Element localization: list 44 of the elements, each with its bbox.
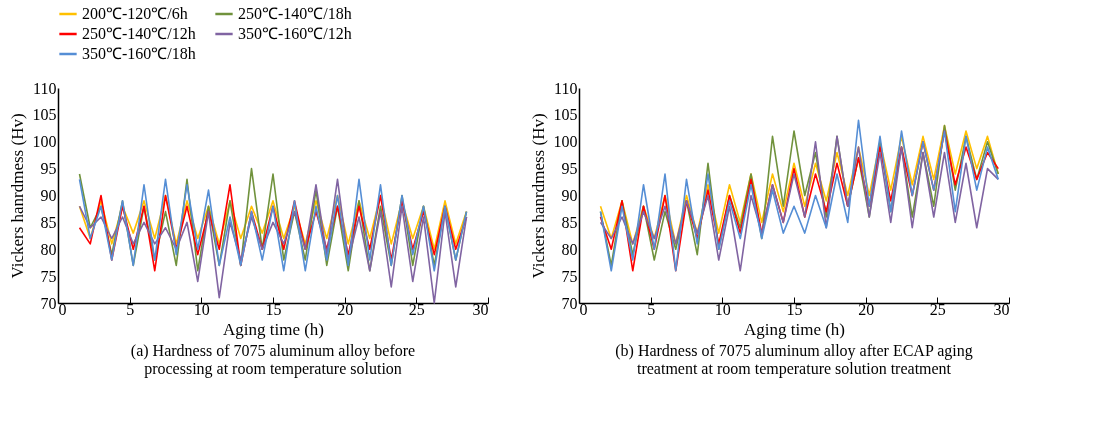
y-tick-label: 105 xyxy=(553,106,578,124)
y-axis-title: Vickers hanrdmess (Hv) xyxy=(528,113,548,279)
y-tick-label: 95 xyxy=(40,160,57,178)
legend-label: 350℃-160℃/18h xyxy=(82,45,196,62)
y-tick-label: 70 xyxy=(40,294,57,312)
y-axis-title: Vickers hanrdmess (Hv) xyxy=(7,113,27,279)
x-tick-label: 25 xyxy=(929,300,946,318)
x-tick-label: 30 xyxy=(993,300,1010,318)
legend-label: 250℃-140℃/12h xyxy=(82,25,196,42)
line-series xyxy=(78,178,468,304)
y-tick-label: 85 xyxy=(40,213,57,231)
y-tick-label: 100 xyxy=(32,133,57,151)
y-tick-label: 110 xyxy=(33,79,57,97)
text: (a) Hardness of 7075 aluminum alloy before processing at room temperature solution xyxy=(130,342,416,378)
y-tick-label: 100 xyxy=(553,133,578,151)
x-axis-title: Aging time (h) xyxy=(743,319,846,339)
x-tick-label: 20 xyxy=(858,300,875,318)
y-tick-label: 105 xyxy=(32,106,57,124)
x-tick-label: 20 xyxy=(337,300,354,318)
x-tick-label: 30 xyxy=(472,300,489,318)
y-tick-label: 110 xyxy=(554,79,578,97)
x-tick-label: 0 xyxy=(579,300,588,318)
y-tick-label: 75 xyxy=(40,267,57,285)
legend-label: 350℃-160℃/12h xyxy=(238,25,352,42)
legend-label: 250℃-140℃/18h xyxy=(238,5,352,22)
y-tick-label: 80 xyxy=(561,240,578,258)
y-tick-label: 85 xyxy=(561,213,578,231)
x-tick-label: 5 xyxy=(647,300,656,318)
y-tick-label: 90 xyxy=(40,187,57,204)
x-tick-label: 0 xyxy=(58,300,67,318)
y-tick-label: 80 xyxy=(40,240,57,258)
x-tick-label: 10 xyxy=(193,300,210,318)
y-tick-label: 90 xyxy=(561,187,578,204)
text: (b) Hardness of 7075 aluminum alloy after ECAP aging treatment at room temperature solution treatment xyxy=(615,342,973,378)
x-tick-label: 25 xyxy=(408,300,425,318)
x-tick-label: 15 xyxy=(786,300,803,318)
x-axis-title: Aging time (h) xyxy=(222,319,325,339)
y-tick-label: 95 xyxy=(561,160,578,178)
x-tick-label: 5 xyxy=(126,300,135,318)
x-tick-label: 15 xyxy=(265,300,282,318)
legend-label: 200℃-120℃/6h xyxy=(82,5,188,22)
y-tick-label: 70 xyxy=(561,294,578,312)
y-tick-label: 75 xyxy=(561,267,578,285)
x-tick-label: 10 xyxy=(714,300,731,318)
